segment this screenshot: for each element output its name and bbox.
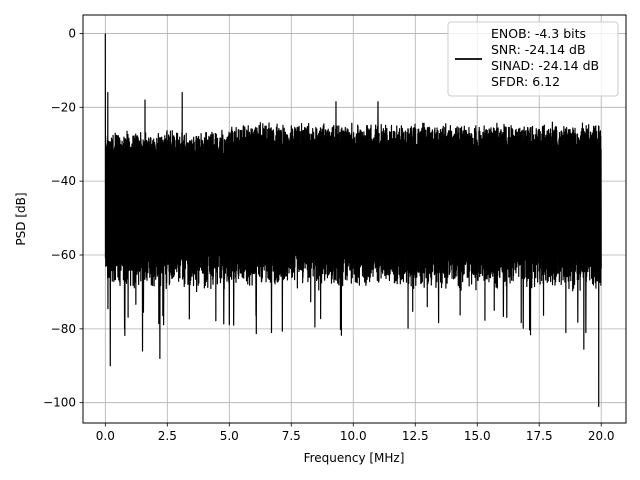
psd-trace <box>104 33 602 407</box>
x-tick-label: 0.0 <box>96 429 115 443</box>
y-axis: 0 −20 −40 −60 −80 −100 <box>43 26 83 410</box>
legend-box <box>447 21 619 97</box>
x-tick-label: 5.0 <box>220 429 239 443</box>
x-tick-label: 20.0 <box>588 429 615 443</box>
x-tick-label: 12.5 <box>402 429 429 443</box>
x-tick-label: 10.0 <box>340 429 367 443</box>
x-axis-label: Frequency [MHz] <box>304 451 405 465</box>
y-tick-label: −40 <box>51 174 76 188</box>
legend-entry-sinad: SINAD: -24.14 dB <box>491 58 599 73</box>
y-tick-label: −20 <box>51 100 76 114</box>
y-tick-label: 0 <box>68 26 76 40</box>
y-tick-label: −80 <box>51 322 76 336</box>
legend-entry-enob: ENOB: -4.3 bits <box>491 26 586 41</box>
plot-frame <box>82 14 627 424</box>
y-tick-label: −60 <box>51 248 76 262</box>
y-tick-label: −100 <box>43 396 76 410</box>
legend-entry-sfdr: SFDR: 6.12 <box>491 74 560 89</box>
series-psd <box>104 33 602 407</box>
x-tick-label: 2.5 <box>158 429 177 443</box>
y-axis-label: PSD [dB] <box>14 192 28 245</box>
x-tick-label: 17.5 <box>526 429 553 443</box>
x-axis: 0.0 2.5 5.0 7.5 10.0 12.5 15.0 17.5 20.0 <box>96 423 615 443</box>
legend-entry-snr: SNR: -24.14 dB <box>491 42 586 57</box>
legend: ENOB: -4.3 bits SNR: -24.14 dB SINAD: -2… <box>447 21 619 97</box>
x-tick-label: 7.5 <box>282 429 301 443</box>
x-tick-label: 15.0 <box>464 429 491 443</box>
